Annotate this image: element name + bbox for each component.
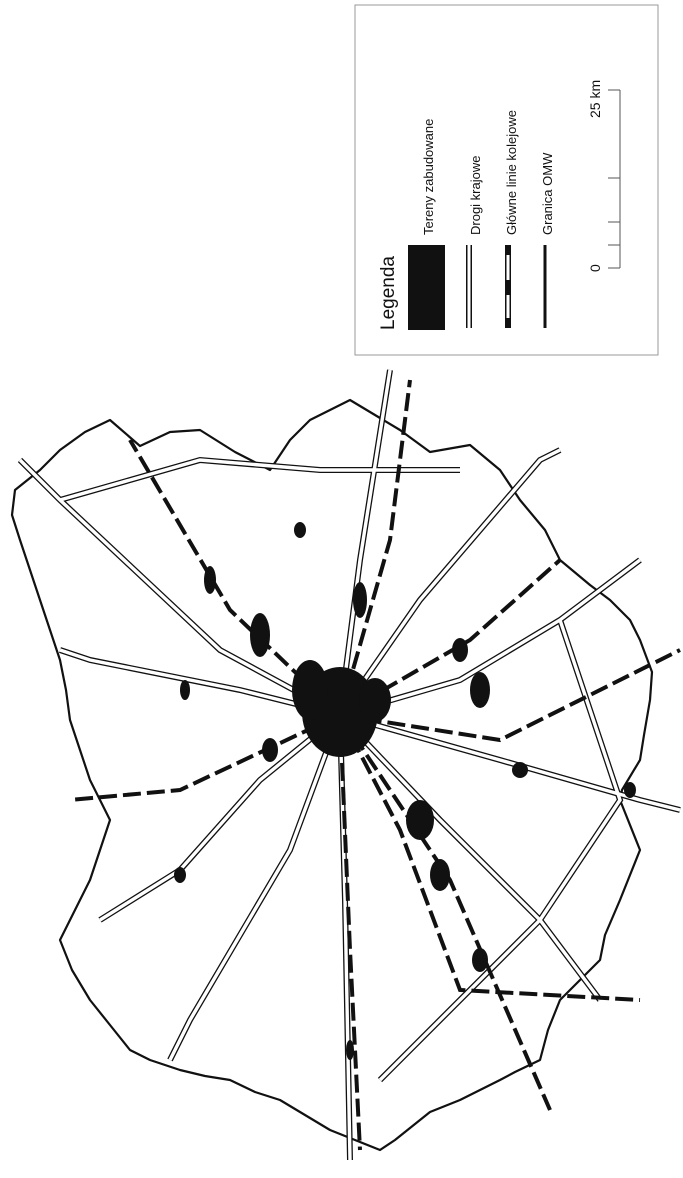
railways — [70, 380, 680, 1150]
built-up-areas — [174, 522, 636, 1060]
legend-label: Drogi krajowe — [468, 156, 483, 235]
legend-label: Główne linie kolejowe — [504, 110, 519, 235]
map: Legenda Tereny zabudowane Drogi krajowe … — [0, 0, 683, 1178]
legend-swatch-built — [408, 245, 445, 330]
scale-label: 25 km — [587, 80, 603, 118]
scale-label: 0 — [587, 264, 603, 272]
legend-label: Granica OMW — [540, 152, 555, 235]
legend-label: Tereny zabudowane — [421, 119, 436, 235]
legend-title: Legenda — [378, 256, 399, 330]
